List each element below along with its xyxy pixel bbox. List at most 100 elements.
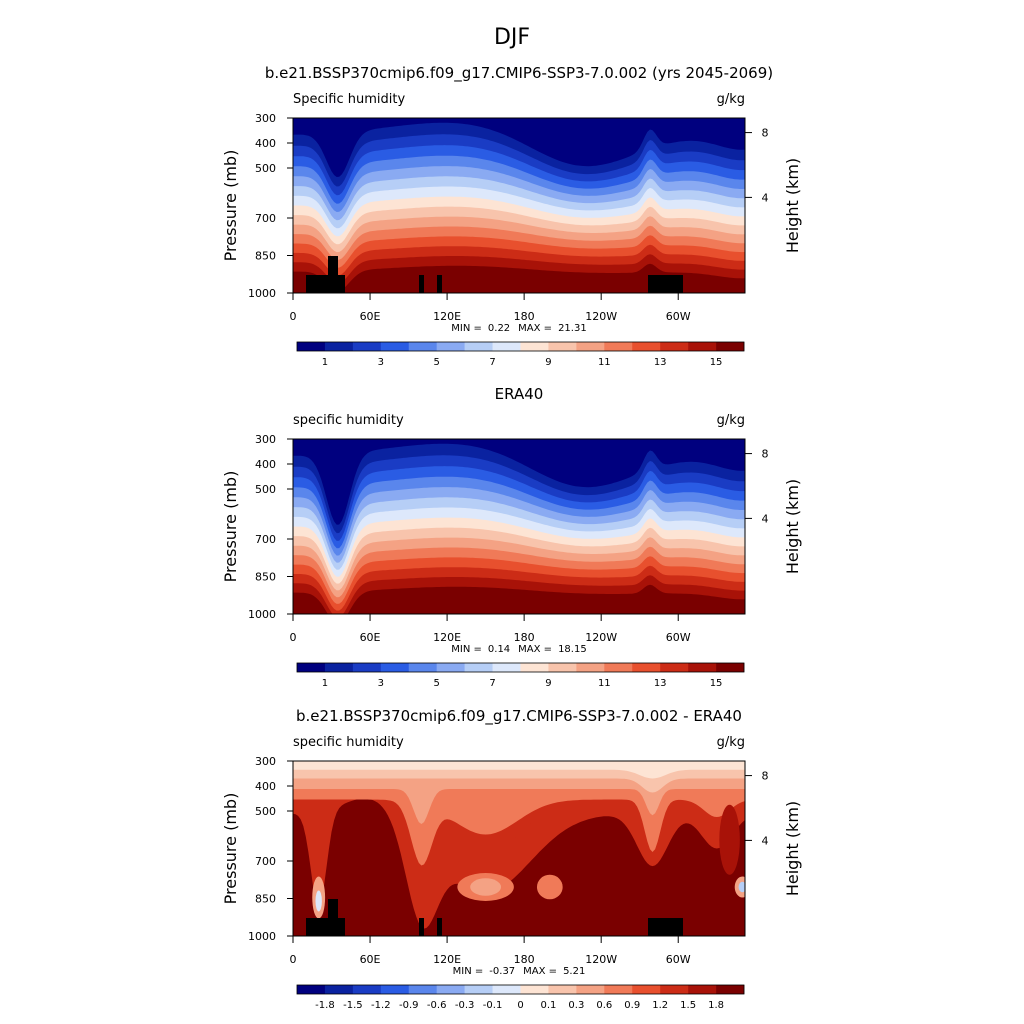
colorbar-box <box>492 985 521 994</box>
colorbar-box <box>520 663 549 672</box>
min-max-part: MAX = <box>518 644 552 655</box>
terrain <box>306 275 345 293</box>
terrain <box>648 918 683 936</box>
colorbar-box <box>520 985 549 994</box>
y-tick-label: 400 <box>255 137 276 150</box>
field-patch <box>470 878 502 896</box>
colorbar-label: -0.9 <box>399 1000 419 1011</box>
colorbar-box <box>548 342 577 351</box>
colorbar-label: 0.6 <box>596 1000 612 1011</box>
colorbar-box <box>576 342 605 351</box>
x-tick-label: 0 <box>290 953 297 966</box>
min-max: MIN = -0.37 MAX = 5.21 <box>453 966 586 977</box>
min-max: MIN = 0.14 MAX = 18.15 <box>451 644 586 655</box>
right-label: g/kg <box>717 413 745 428</box>
colorbar-box <box>352 342 382 351</box>
colorbar-label: 15 <box>710 357 723 368</box>
y-tick-label: 850 <box>255 571 276 584</box>
x-tick-label: 180 <box>514 310 535 323</box>
colorbar-box <box>464 985 493 994</box>
colorbar-box <box>688 985 717 994</box>
y-tick-label: 700 <box>255 855 276 868</box>
colorbar-label: 0.9 <box>624 1000 640 1011</box>
panel-title: ERA40 <box>495 385 544 403</box>
y2-tick-label: 4 <box>762 834 769 847</box>
colorbar-label: 1.8 <box>708 1000 724 1011</box>
colorbar-label: 0 <box>517 1000 523 1011</box>
colorbar-label: -0.3 <box>455 1000 475 1011</box>
field-band <box>293 761 745 779</box>
colorbar-box <box>660 985 689 994</box>
colorbar-box <box>632 342 661 351</box>
colorbar-box <box>380 985 410 994</box>
y-tick-label: 1000 <box>248 930 276 943</box>
x-tick-label: 60W <box>666 310 691 323</box>
x-tick-label: 60E <box>360 953 381 966</box>
terrain <box>419 275 424 293</box>
colorbar-label: 13 <box>654 357 667 368</box>
colorbar-label: -1.8 <box>315 1000 335 1011</box>
y2-tick-label: 4 <box>762 512 769 525</box>
y2-axis-label: Height (km) <box>783 158 802 253</box>
y2-axis-label: Height (km) <box>783 479 802 574</box>
min-max: MIN = 0.22 MAX = 21.31 <box>451 323 586 334</box>
plot-frame <box>292 760 746 937</box>
colorbar-label: 1 <box>322 678 328 689</box>
colorbar-box <box>688 663 717 672</box>
colorbar-box <box>548 985 577 994</box>
colorbar-box <box>324 342 354 351</box>
y-axis-label: Pressure (mb) <box>221 471 240 583</box>
colorbar-box <box>520 342 549 351</box>
field-patch <box>719 804 740 875</box>
colorbar-label: -1.5 <box>343 1000 363 1011</box>
colorbar-box <box>548 663 577 672</box>
min-max-part: 18.15 <box>558 644 587 655</box>
colorbar-label: 9 <box>545 678 551 689</box>
figure-title: DJF <box>494 25 530 50</box>
colorbar-label: -1.2 <box>371 1000 391 1011</box>
colorbar-box <box>436 342 465 351</box>
y2-tick-label: 8 <box>762 127 769 140</box>
colorbar-frame <box>296 341 745 352</box>
field-patch <box>738 881 745 893</box>
x-tick-label: 120E <box>433 310 461 323</box>
y-axis-label: Pressure (mb) <box>221 150 240 262</box>
colorbar-label: -0.6 <box>427 1000 447 1011</box>
min-max-part: MIN = <box>453 966 484 977</box>
colorbar-label: 1.5 <box>680 1000 696 1011</box>
x-tick-label: 120E <box>433 953 461 966</box>
y-tick-label: 700 <box>255 533 276 546</box>
colorbar-box <box>352 663 382 672</box>
y-tick-label: 500 <box>255 162 276 175</box>
y-tick-label: 300 <box>255 755 276 768</box>
min-max-part: MAX = <box>523 966 557 977</box>
y2-tick-label: 8 <box>762 448 769 461</box>
terrain <box>437 918 442 936</box>
field-band <box>293 584 745 614</box>
left-label: specific humidity <box>293 735 404 750</box>
colorbar-box <box>408 985 437 994</box>
field-patch <box>511 822 537 840</box>
colorbar-box <box>352 985 382 994</box>
plot-frame <box>292 438 746 615</box>
x-tick-label: 60W <box>666 631 691 644</box>
panel-title: b.e21.BSSP370cmip6.f09_g17.CMIP6-SSP3-7.… <box>265 64 773 83</box>
colorbar-box <box>297 985 326 994</box>
colorbar-label: 0.3 <box>568 1000 584 1011</box>
field <box>293 439 745 614</box>
min-max-part: MIN = <box>451 323 482 334</box>
min-max-part: 21.31 <box>558 323 587 334</box>
colorbar-box <box>408 342 437 351</box>
field-patch <box>536 874 563 900</box>
colorbar-box <box>492 342 521 351</box>
colorbar-frame <box>296 984 745 995</box>
panel-title: b.e21.BSSP370cmip6.f09_g17.CMIP6-SSP3-7.… <box>296 707 742 726</box>
y-axis-label: Pressure (mb) <box>221 793 240 905</box>
colorbar-box <box>324 985 354 994</box>
min-max-part: 0.14 <box>488 644 510 655</box>
colorbar-box <box>688 342 717 351</box>
colorbar-box <box>464 342 493 351</box>
colorbar-box <box>576 663 605 672</box>
colorbar-box <box>380 663 410 672</box>
colorbar-box <box>632 985 661 994</box>
